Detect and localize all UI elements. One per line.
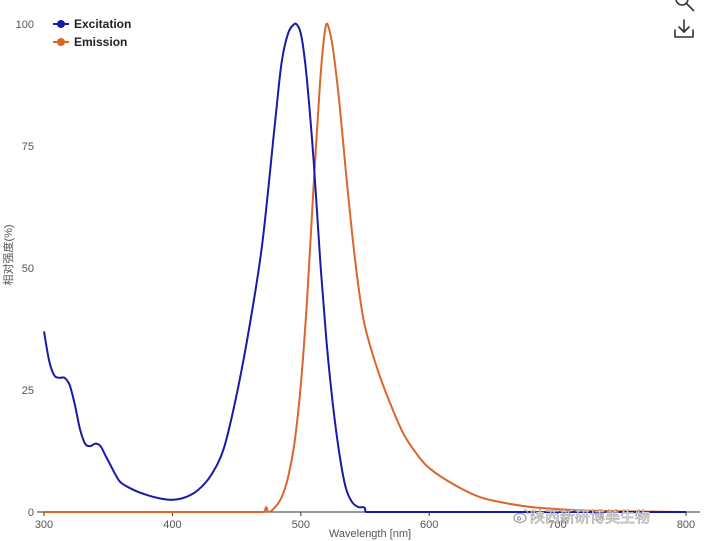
y-axis-title: 相对强度(%) (1, 224, 15, 285)
y-axis-ticks: 0 25 50 75 100 (16, 19, 34, 519)
y-tick-label: 25 (22, 385, 34, 397)
x-tick-label: 400 (163, 519, 181, 531)
download-button[interactable] (674, 19, 694, 38)
x-axis-title: Wavelength [nm] (329, 528, 411, 540)
x-tick-label: 800 (677, 519, 695, 531)
zoom-button[interactable] (675, 0, 695, 12)
x-tick-label: 500 (292, 519, 310, 531)
watermark: 陕西新研博美生物 (513, 508, 650, 526)
plot-area: 300 400 500 600 700 800 0 25 50 75 100 (16, 19, 700, 531)
series-line-emission[interactable] (43, 22, 687, 514)
magnifier-icon (675, 0, 695, 12)
legend[interactable]: Excitation Emission (53, 17, 131, 49)
x-tick-label: 600 (420, 519, 438, 531)
y-tick-label: 100 (16, 19, 34, 31)
legend-marker-excitation (57, 20, 65, 28)
x-tick-label: 700 (548, 519, 566, 531)
legend-label-excitation: Excitation (74, 17, 131, 31)
y-tick-label: 50 (22, 263, 34, 275)
x-tick-label: 300 (35, 519, 53, 531)
y-tick-label: 0 (28, 507, 34, 519)
watermark-text: 陕西新研博美生物 (530, 508, 650, 526)
y-tick-label: 75 (22, 141, 34, 153)
x-axis-ticks: 300 400 500 600 700 800 (35, 512, 695, 531)
series-line-excitation[interactable] (43, 22, 686, 514)
series-layer (43, 22, 687, 514)
weibo-icon (513, 509, 529, 524)
legend-marker-emission (57, 38, 65, 46)
download-icon (674, 19, 694, 38)
legend-label-emission: Emission (74, 35, 127, 49)
legend-item-excitation[interactable]: Excitation (53, 17, 131, 31)
legend-item-emission[interactable]: Emission (53, 35, 127, 49)
